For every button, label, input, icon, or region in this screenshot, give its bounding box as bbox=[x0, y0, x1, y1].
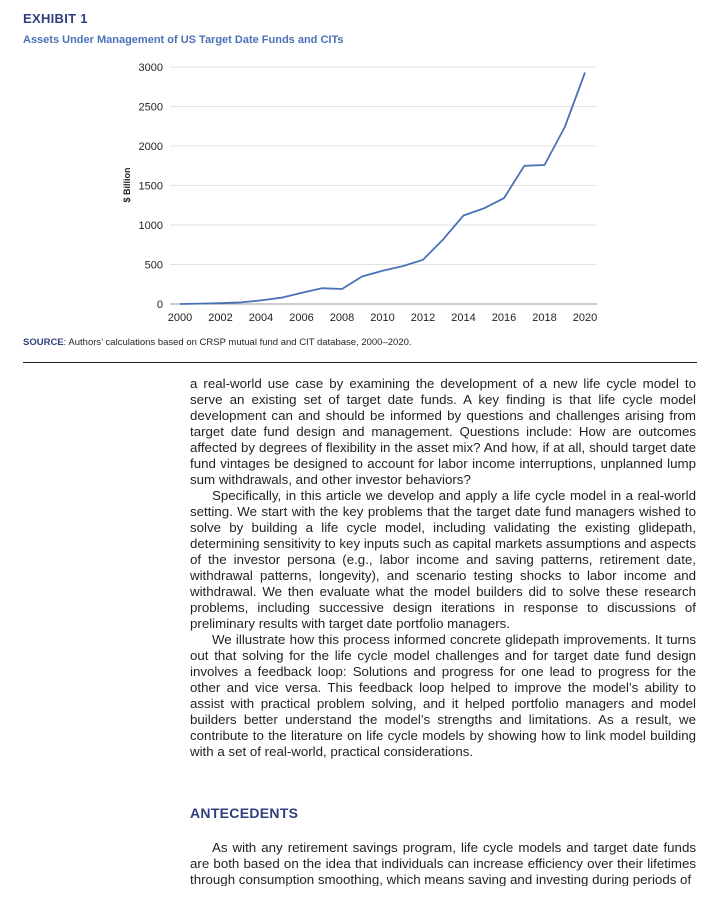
x-tick-label: 2014 bbox=[451, 312, 475, 324]
x-tick-label: 2002 bbox=[208, 312, 232, 324]
x-tick-label: 2006 bbox=[289, 312, 313, 324]
article-body: a real-world use case by examining the d… bbox=[190, 376, 696, 760]
source-text: : Authors’ calculations based on CRSP mu… bbox=[63, 337, 412, 348]
x-tick-label: 2008 bbox=[330, 312, 354, 324]
x-tick-label: 2020 bbox=[573, 312, 597, 324]
x-tick-label: 2010 bbox=[370, 312, 394, 324]
section-heading: ANTECEDENTS bbox=[190, 805, 299, 821]
exhibit-title: Assets Under Management of US Target Dat… bbox=[23, 34, 344, 46]
y-tick-label: 1500 bbox=[139, 181, 163, 193]
y-tick-label: 2000 bbox=[139, 141, 163, 153]
y-tick-label: 500 bbox=[145, 260, 163, 272]
x-tick-label: 2012 bbox=[411, 312, 435, 324]
body-paragraph-3: We illustrate how this process informed … bbox=[190, 632, 696, 759]
section-paragraph: As with any retirement savings program, … bbox=[190, 840, 696, 886]
y-axis-label: $ Billion bbox=[122, 167, 132, 202]
series-line-0 bbox=[179, 72, 586, 305]
body-paragraph-1: a real-world use case by examining the d… bbox=[190, 376, 696, 487]
exhibit-label: EXHIBIT 1 bbox=[23, 11, 88, 26]
y-tick-label: 3000 bbox=[139, 62, 163, 74]
x-tick-label: 2018 bbox=[532, 312, 556, 324]
body-paragraph-2: Specifically, in this article we develop… bbox=[190, 488, 696, 631]
y-tick-label: 1000 bbox=[139, 220, 163, 232]
x-tick-label: 2004 bbox=[249, 312, 273, 324]
chart-source-note: SOURCE: Authors’ calculations based on C… bbox=[23, 337, 412, 348]
y-tick-label: 0 bbox=[157, 299, 163, 311]
section-divider bbox=[23, 362, 697, 363]
section-paragraph-text: As with any retirement savings program, … bbox=[190, 840, 696, 886]
x-tick-label: 2000 bbox=[168, 312, 192, 324]
x-tick-label: 2016 bbox=[492, 312, 516, 324]
source-key: SOURCE bbox=[23, 337, 64, 348]
aum-line-chart: 0 500 1000 1500 2000 2500 3000 2000 2002 2004 2006… bbox=[122, 62, 597, 324]
y-tick-label: 2500 bbox=[139, 102, 163, 114]
